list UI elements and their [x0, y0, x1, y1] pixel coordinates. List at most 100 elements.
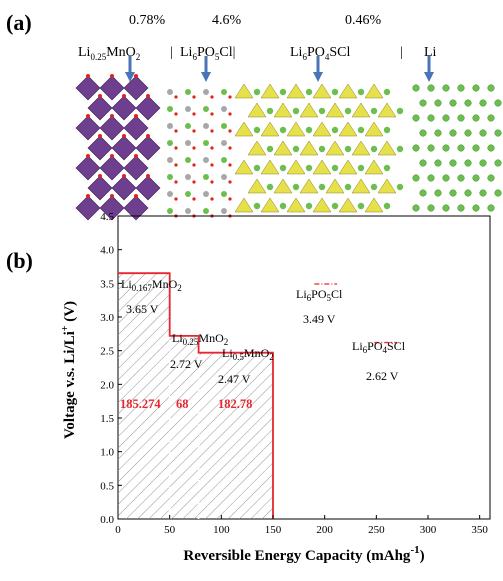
mno2-octahedron [87, 175, 113, 201]
phosphate-tetrahedron [312, 121, 332, 137]
phosphate-tetrahedron [234, 121, 254, 137]
arrow-li6po5cl-head [201, 72, 211, 82]
phosphate-tetrahedron [273, 178, 293, 194]
mno2-octahedron [87, 135, 113, 161]
lithium-atom [292, 183, 300, 191]
oxygen-atom [210, 146, 214, 150]
oxygen-atom [210, 163, 214, 167]
phosphate-tetrahedron [351, 140, 371, 156]
electrolyte-atom [203, 106, 209, 112]
lithium-atom [344, 183, 352, 191]
x-tick-label: 0 [115, 524, 121, 536]
lithium-atom [331, 202, 339, 210]
lithium-atom [442, 84, 450, 92]
lithium-atom [427, 204, 435, 212]
lithium-atom [412, 114, 420, 122]
phosphate-tetrahedron [260, 197, 280, 213]
phosphate-tetrahedron [364, 83, 384, 99]
electrolyte-atom [167, 191, 173, 197]
lithium-atom [472, 174, 480, 182]
y-tick-label: 4.5 [100, 211, 114, 223]
x-axis-ticks: 0 50 100 150 200 250 300 350 [115, 515, 488, 536]
lithium-atom [279, 126, 287, 134]
phosphate-tetrahedron [247, 140, 267, 156]
lithium-atom [253, 164, 261, 172]
mno2-octahedron [99, 155, 125, 181]
x-tick-label: 300 [420, 524, 437, 536]
oxygen-atom [146, 174, 150, 178]
lithium-atom [357, 164, 365, 172]
phosphate-tetrahedron [234, 83, 254, 99]
phosphate-tetrahedron [247, 178, 267, 194]
mno2-octahedron [123, 115, 149, 141]
mno2-octahedron [123, 195, 149, 221]
lithium-atom [419, 159, 427, 167]
phosphate-tetrahedron [351, 178, 371, 194]
lithium-atom [434, 159, 442, 167]
stage-3-voltage-label: 2.47 V [218, 372, 251, 386]
phosphate-tetrahedron [260, 159, 280, 175]
oxygen-atom [228, 197, 232, 201]
lithium-atom [412, 144, 420, 152]
y-tick-label: 3.5 [100, 278, 114, 290]
lithium-atom [279, 202, 287, 210]
phosphate-tetrahedron [364, 159, 384, 175]
electrolyte-atom [167, 123, 173, 129]
oxygen-atom [228, 95, 232, 99]
electrolyte-2-voltage-label: 2.62 V [366, 369, 399, 383]
electrolyte-atom [221, 157, 227, 163]
lithium-atom [305, 164, 313, 172]
arrow-cathode-head [125, 72, 135, 82]
oxygen-atom [174, 163, 178, 167]
stage-2-capacity-label: 68 [176, 397, 189, 411]
mno2-octahedron [135, 135, 161, 161]
lithium-atom [383, 164, 391, 172]
phosphate-tetrahedron [312, 159, 332, 175]
oxygen-atom [146, 94, 150, 98]
lithium-atom [396, 183, 404, 191]
lithium-atom [279, 164, 287, 172]
y-tick-label: 3.0 [100, 312, 114, 324]
oxygen-atom [134, 114, 138, 118]
lithium-atom [487, 204, 495, 212]
lithium-atom [357, 88, 365, 96]
x-tick-label: 50 [164, 524, 176, 536]
lithium-atom [449, 129, 457, 137]
panel-a: (a) 0.78% 4.6% 0.46% Li0.25MnO2 | Li6PO5… [6, 10, 502, 221]
electrolyte-atom [221, 140, 227, 146]
lithium-atom [318, 183, 326, 191]
lithium-atom [457, 114, 465, 122]
phosphate-tetrahedron [299, 140, 319, 156]
phosphate-tetrahedron [351, 102, 371, 118]
oxygen-atom [228, 180, 232, 184]
lithium-atom [442, 144, 450, 152]
phosphate-tetrahedron [338, 197, 358, 213]
oxygen-atom [192, 197, 196, 201]
oxygen-atom [210, 129, 214, 133]
lithium-atom [370, 145, 378, 153]
mno2-octahedron [75, 75, 101, 101]
electrolyte-atom [203, 157, 209, 163]
phosphate-tetrahedron [312, 83, 332, 99]
interface-separator-1: | [170, 45, 173, 60]
phosphate-tetrahedron [364, 121, 384, 137]
mno2-octahedron [99, 195, 125, 221]
oxygen-atom [192, 163, 196, 167]
phosphate-tetrahedron [377, 102, 397, 118]
x-axis-title: Reversible Energy Capacity (mAhg-1) [183, 544, 424, 564]
y-tick-label: 1.0 [100, 447, 114, 459]
panel-b-label: (b) [6, 248, 33, 273]
electrolyte-atom [203, 174, 209, 180]
electrolyte-atom [221, 208, 227, 214]
interface-separator-2: | [400, 45, 403, 60]
lithium-atom [457, 84, 465, 92]
phosphate-tetrahedron [325, 140, 345, 156]
stage-2-name: Li0.25MnO2 [172, 331, 228, 347]
lithium-atom [427, 84, 435, 92]
lithium-atom [266, 145, 274, 153]
oxygen-atom [210, 197, 214, 201]
electrolyte-atom [185, 140, 191, 146]
lithium-atom [305, 88, 313, 96]
electrolyte-atom [185, 208, 191, 214]
oxygen-atom [174, 197, 178, 201]
